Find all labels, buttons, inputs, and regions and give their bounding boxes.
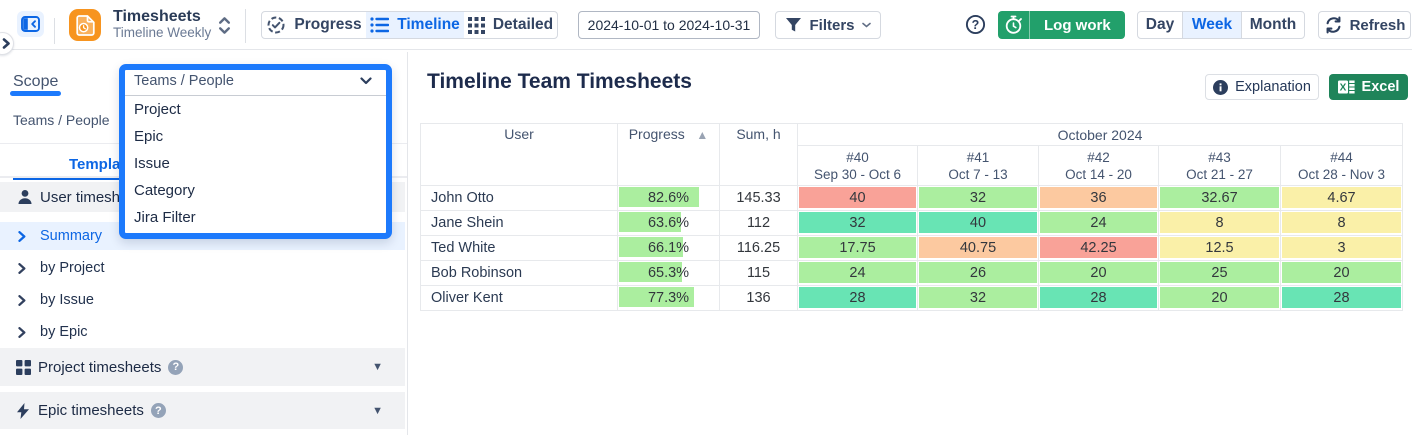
- svg-text:?: ?: [972, 18, 980, 32]
- svg-text:X: X: [1339, 83, 1346, 94]
